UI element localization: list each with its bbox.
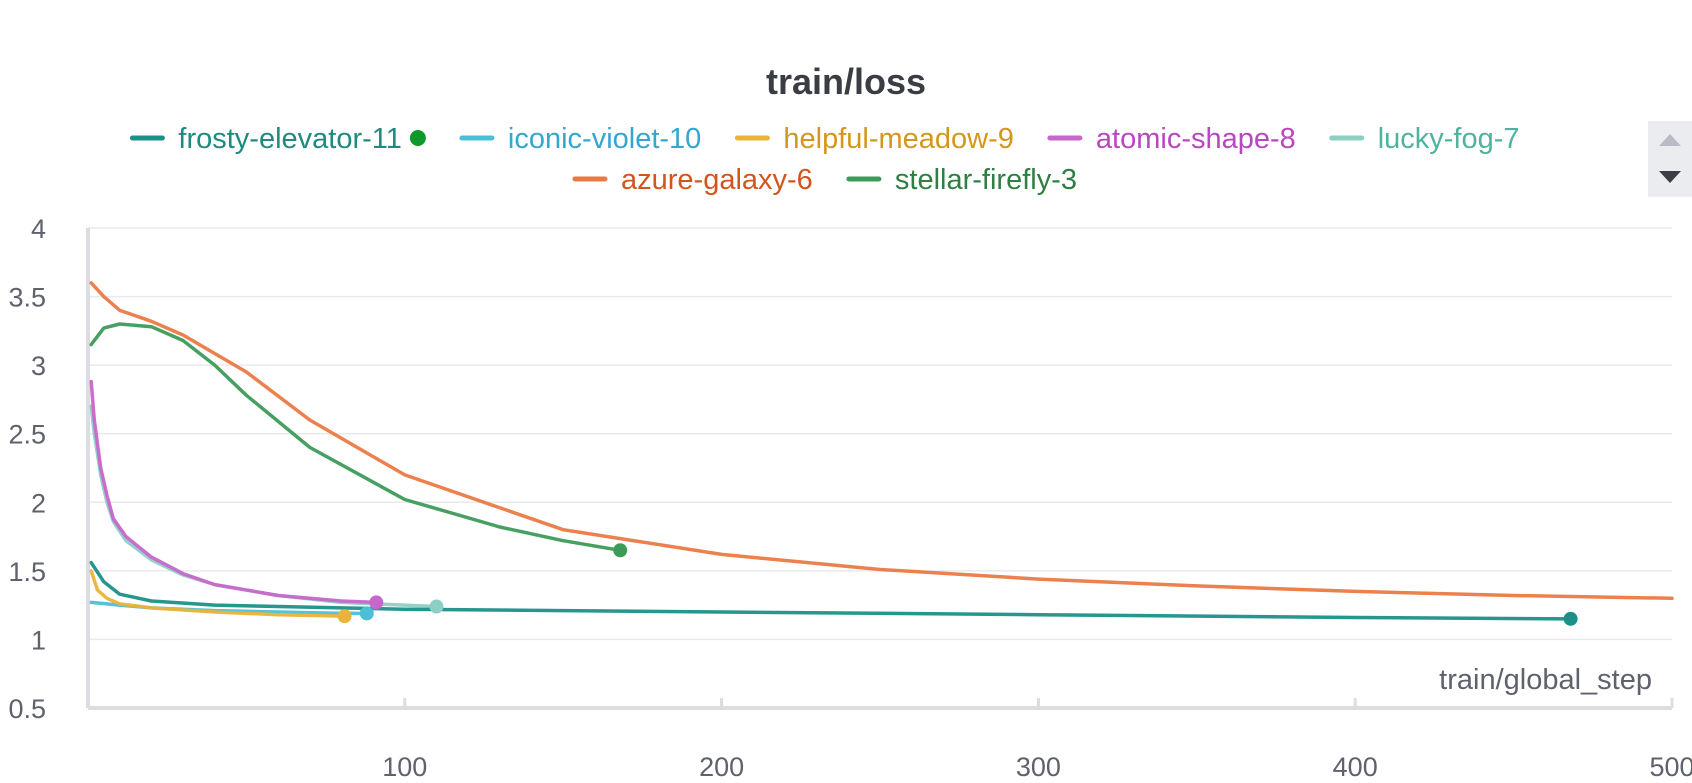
x-tick-label: 400	[1333, 752, 1378, 782]
y-tick-label: 2	[31, 488, 46, 518]
series-lines	[89, 281, 1674, 621]
series-line-atomic-shape-8	[89, 379, 379, 605]
legend-label: stellar-firefly-3	[895, 164, 1077, 196]
x-tick-label: 500	[1649, 752, 1692, 782]
legend: frosty-elevator-11 iconic-violet-10 helpfu…	[129, 123, 1520, 196]
legend-item-azure-galaxy-6[interactable]: azure-galaxy-6	[572, 164, 813, 196]
series-end-markers	[337, 543, 1578, 626]
legend-item-atomic-shape-8[interactable]: atomic-shape-8	[1047, 123, 1296, 155]
grid-lines	[88, 227, 1674, 708]
series-end-point-lucky-fog-7	[429, 599, 444, 614]
legend-label: azure-galaxy-6	[621, 164, 813, 196]
series-end-point-iconic-violet-10	[359, 606, 374, 621]
legend-label: frosty-elevator-11	[178, 123, 402, 155]
x-axis-ticks: 100 200 300 400 500	[382, 752, 1692, 782]
legend-label: helpful-meadow-9	[783, 123, 1014, 155]
chart-title: train/loss	[766, 61, 926, 102]
series-line-azure-galaxy-6	[89, 281, 1674, 601]
legend-scroll-track	[1648, 121, 1692, 197]
y-tick-label: 3.5	[8, 283, 46, 313]
axes	[86, 228, 1672, 710]
series-end-point-stellar-firefly-3	[613, 543, 628, 558]
series-line-helpful-meadow-9	[89, 569, 347, 618]
legend-label: iconic-violet-10	[508, 123, 701, 155]
legend-item-iconic-violet-10[interactable]: iconic-violet-10	[459, 123, 701, 155]
legend-label: atomic-shape-8	[1096, 123, 1296, 155]
y-tick-label: 0.5	[8, 694, 46, 724]
y-axis-ticks: 0.5 1 1.5 2 2.5 3 3.5 4	[8, 214, 46, 724]
x-axis-label: train/global_step	[1439, 664, 1652, 696]
x-tick-label: 300	[1016, 752, 1061, 782]
scroll-down-icon[interactable]	[1659, 171, 1681, 183]
legend-row: azure-galaxy-6 stellar-firefly-3	[572, 164, 1077, 196]
legend-item-helpful-meadow-9[interactable]: helpful-meadow-9	[734, 123, 1014, 155]
y-tick-label: 1.5	[8, 557, 46, 587]
scroll-up-icon[interactable]	[1659, 134, 1681, 146]
legend-row: frosty-elevator-11 iconic-violet-10 helpfu…	[129, 123, 1520, 155]
series-end-point-frosty-elevator-11	[1563, 611, 1578, 626]
legend-scroll-control[interactable]	[1648, 121, 1692, 197]
series-end-point-atomic-shape-8	[369, 595, 384, 610]
x-tick-label: 200	[699, 752, 744, 782]
legend-item-lucky-fog-7[interactable]: lucky-fog-7	[1329, 123, 1520, 155]
y-tick-label: 1	[31, 625, 46, 655]
series-line-stellar-firefly-3	[89, 322, 622, 553]
legend-item-stellar-firefly-3[interactable]: stellar-firefly-3	[846, 164, 1077, 196]
y-tick-label: 3	[31, 351, 46, 381]
x-tick-label: 100	[382, 752, 427, 782]
legend-running-dot-icon	[409, 130, 426, 146]
series-line-frosty-elevator-11	[89, 560, 1573, 621]
series-end-point-helpful-meadow-9	[337, 609, 352, 624]
legend-item-frosty-elevator-11[interactable]: frosty-elevator-11	[129, 123, 426, 155]
legend-label: lucky-fog-7	[1378, 123, 1520, 155]
y-tick-label: 2.5	[8, 420, 46, 450]
series-line-lucky-fog-7	[89, 404, 439, 609]
y-tick-label: 4	[31, 214, 46, 244]
